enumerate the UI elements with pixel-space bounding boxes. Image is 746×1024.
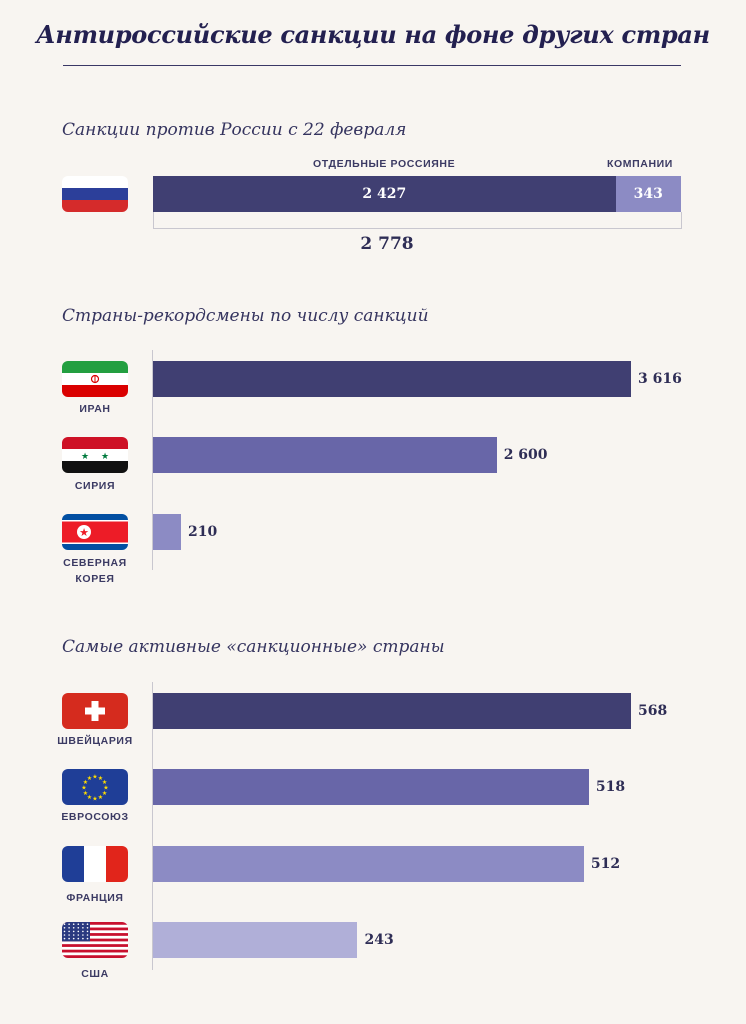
- section-title-sanctioning: Самые активные «санкционные» страны: [62, 637, 445, 657]
- country-label-iran: ИРАН: [79, 403, 111, 415]
- section-title-record: Страны-рекордсмены по числу санкций: [62, 306, 429, 326]
- north-korea-flag-icon: ★: [62, 514, 128, 550]
- country-label-syria: СИРИЯ: [74, 480, 116, 492]
- eu-star-icon: ★: [103, 785, 108, 792]
- axis-line-sanctioning: [152, 682, 153, 970]
- russia-stacked-bar: 2 427 343: [153, 176, 681, 212]
- switzerland-flag-icon: [62, 693, 128, 729]
- country-label-usa: США: [81, 968, 109, 980]
- section-title-russia: Санкции против России с 22 февраля: [62, 120, 407, 140]
- bar-value-eu: 518: [595, 779, 626, 795]
- axis-line-record: [152, 350, 153, 570]
- bar-value-switzerland: 568: [638, 703, 668, 719]
- eu-star-icon: ★: [98, 775, 103, 782]
- title-divider: [63, 65, 681, 66]
- bar-switzerland: [153, 693, 631, 729]
- eu-star-icon: ★: [102, 779, 107, 786]
- bar-value-north-korea: 210: [188, 524, 218, 540]
- russia-flag-icon: [62, 176, 128, 212]
- bar-value-syria: 2 600: [503, 447, 548, 463]
- country-label-switzerland: ШВЕЙЦАРИЯ: [57, 735, 133, 747]
- legend-individuals: ОТДЕЛЬНЫЕ РОССИЯНЕ: [313, 158, 456, 170]
- bar-eu: [153, 769, 589, 805]
- bar-value-individuals: 2 427: [362, 186, 407, 202]
- bar-iran: [153, 361, 631, 397]
- bar-value-usa: 243: [364, 932, 394, 948]
- legend-companies: КОМПАНИИ: [607, 158, 673, 170]
- total-bracket: [153, 212, 682, 229]
- bar-value-companies: 343: [633, 186, 663, 202]
- eu-star-icon: ★: [98, 794, 103, 801]
- country-label-north-korea-line1: СЕВЕРНАЯ: [63, 557, 127, 569]
- bar-syria: [153, 437, 497, 473]
- syria-flag-icon: ★ ★: [62, 437, 128, 473]
- usa-flag-icon: [62, 922, 128, 958]
- svg-text:★: ★: [101, 452, 109, 462]
- bar-value-france: 512: [590, 856, 621, 872]
- total-value: 2 778: [360, 234, 414, 254]
- eu-star-icon: ★: [92, 796, 97, 803]
- bar-value-iran: 3 616: [638, 371, 682, 387]
- france-flag-icon: [62, 846, 128, 882]
- eu-star-icon: ★: [87, 794, 92, 801]
- eu-star-icon: ★: [87, 775, 92, 782]
- bar-segment-companies: 343: [615, 176, 681, 212]
- eu-star-icon: ★: [83, 779, 88, 786]
- eu-star-icon: ★: [102, 790, 107, 797]
- eu-star-icon: ★: [92, 774, 97, 781]
- bar-usa: [153, 922, 358, 958]
- eu-star-icon: ★: [83, 790, 88, 797]
- country-label-eu: ЕВРОСОЮЗ: [61, 811, 129, 823]
- bar-france: [153, 846, 584, 882]
- svg-text:★: ★: [81, 452, 89, 462]
- country-label-north-korea-line2: КОРЕЯ: [75, 573, 115, 585]
- eu-star-icon: ★: [81, 785, 86, 792]
- eu-flag-icon: ★ ★ ★ ★ ★ ★ ★ ★ ★ ★ ★ ★: [62, 769, 128, 805]
- svg-text:★: ★: [79, 526, 89, 539]
- page-title: Антироссийские санкции на фоне других ст…: [36, 20, 710, 49]
- bar-segment-individuals: 2 427: [153, 176, 616, 212]
- iran-flag-icon: [62, 361, 128, 397]
- bar-north-korea: [153, 514, 181, 550]
- country-label-france: ФРАНЦИЯ: [66, 892, 124, 904]
